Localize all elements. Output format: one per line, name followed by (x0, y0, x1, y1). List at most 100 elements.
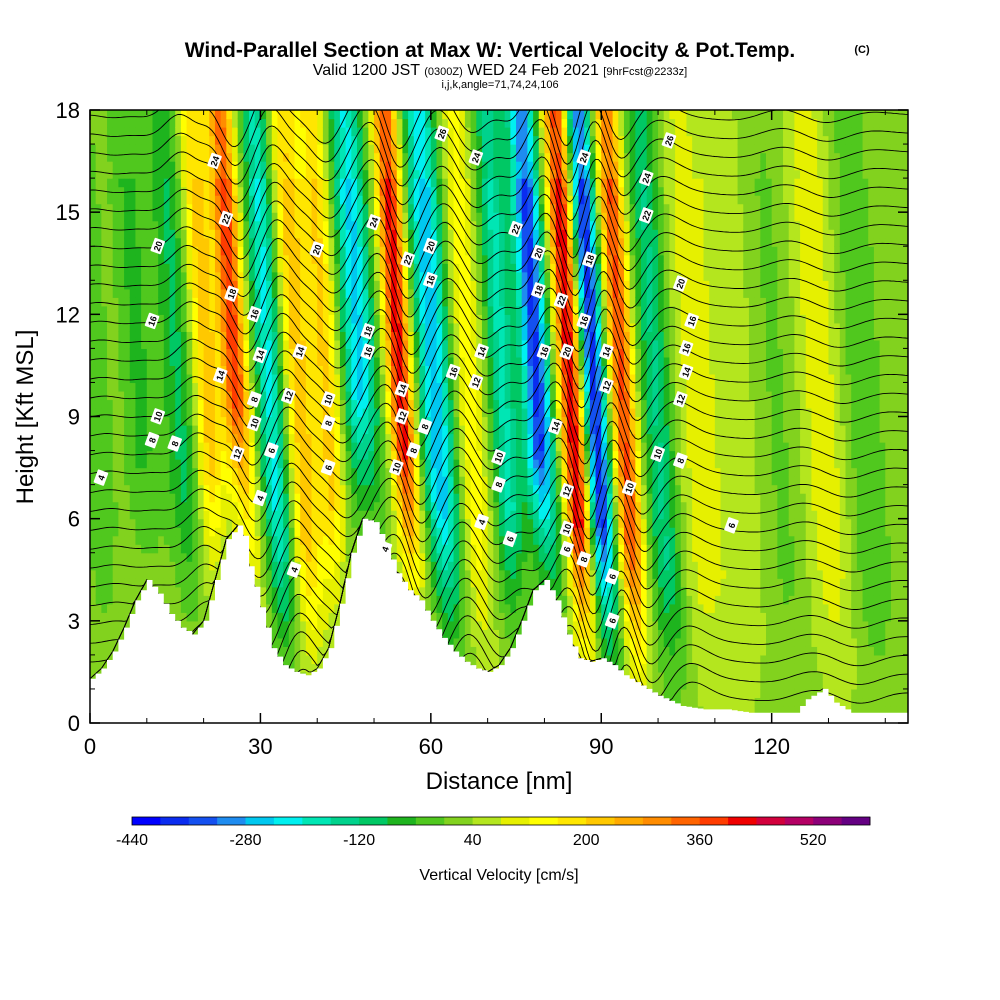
w-cell (476, 527, 483, 537)
w-cell (214, 510, 222, 520)
w-cell (447, 612, 455, 622)
w-cell (209, 390, 216, 401)
w-cell (186, 203, 193, 213)
w-cell (322, 595, 330, 605)
w-cell (288, 476, 296, 486)
w-cell (129, 212, 137, 222)
w-cell (305, 331, 313, 341)
w-cell (396, 237, 404, 247)
w-cell (180, 450, 188, 460)
w-cell (135, 476, 142, 486)
w-cell (430, 493, 438, 503)
w-cell (396, 339, 404, 349)
w-cell (141, 314, 148, 324)
w-cell (356, 118, 364, 128)
w-cell (447, 603, 455, 613)
w-cell (470, 442, 477, 452)
w-cell (294, 331, 301, 341)
w-cell (328, 637, 335, 647)
w-cell (163, 195, 171, 205)
w-cell (459, 169, 466, 179)
w-cell (322, 544, 330, 554)
w-cell (152, 212, 159, 222)
w-cell (101, 663, 108, 673)
w-cell (266, 135, 273, 145)
w-cell (249, 161, 256, 171)
w-cell (339, 348, 347, 358)
w-cell (129, 442, 137, 452)
w-cell (430, 518, 438, 528)
w-cell (169, 237, 176, 247)
w-cell (334, 425, 341, 435)
w-cell (237, 459, 244, 469)
w-cell (203, 501, 210, 511)
w-cell (476, 603, 483, 613)
w-cell (402, 433, 409, 443)
w-cell (300, 425, 307, 435)
w-cell (163, 331, 171, 341)
w-cell (322, 135, 330, 145)
w-cell (311, 390, 318, 401)
w-cell (107, 220, 114, 230)
w-cell (470, 578, 477, 588)
w-cell (442, 297, 449, 307)
w-cell (186, 442, 193, 452)
w-cell (232, 127, 239, 137)
w-cell (419, 297, 426, 307)
w-cell (118, 416, 125, 426)
w-cell (459, 263, 466, 273)
w-cell (112, 620, 119, 630)
w-cell (385, 271, 392, 281)
w-cell (146, 152, 154, 162)
w-cell (175, 237, 182, 247)
w-cell (368, 476, 375, 486)
w-cell (442, 527, 449, 537)
w-cell (95, 518, 102, 528)
w-cell (305, 237, 313, 247)
w-cell (470, 246, 477, 256)
w-cell (351, 493, 358, 503)
w-cell (345, 467, 352, 477)
w-cell (95, 229, 102, 239)
w-cell (163, 203, 171, 213)
w-cell (442, 229, 449, 239)
w-cell (459, 544, 466, 554)
w-cell (203, 144, 210, 154)
w-cell (311, 220, 318, 230)
w-cell (203, 118, 210, 128)
w-cell (277, 586, 284, 596)
w-cell (146, 552, 154, 562)
w-cell (260, 442, 267, 452)
w-cell (254, 510, 262, 520)
w-cell (141, 578, 148, 588)
w-cell (152, 484, 159, 494)
w-cell (95, 118, 102, 128)
w-cell (453, 561, 460, 571)
w-cell (175, 203, 182, 213)
w-cell (214, 484, 222, 494)
w-cell (442, 254, 449, 264)
w-cell (396, 135, 404, 145)
w-cell (158, 118, 165, 128)
w-cell (243, 399, 250, 409)
w-cell (101, 484, 108, 494)
w-cell (266, 527, 273, 537)
w-cell (243, 373, 250, 384)
w-cell (294, 314, 301, 324)
w-cell (305, 339, 313, 349)
w-cell (90, 527, 97, 537)
w-cell (243, 186, 250, 196)
w-cell (209, 212, 216, 222)
w-cell (260, 356, 267, 367)
w-cell (385, 348, 392, 358)
w-cell (249, 288, 256, 298)
w-cell (220, 510, 227, 520)
w-cell (317, 544, 324, 554)
w-cell (197, 110, 205, 120)
w-cell (436, 535, 443, 545)
w-cell (311, 110, 318, 120)
w-cell (317, 637, 324, 647)
w-cell (107, 578, 114, 588)
w-cell (391, 442, 398, 452)
w-cell (379, 493, 386, 503)
